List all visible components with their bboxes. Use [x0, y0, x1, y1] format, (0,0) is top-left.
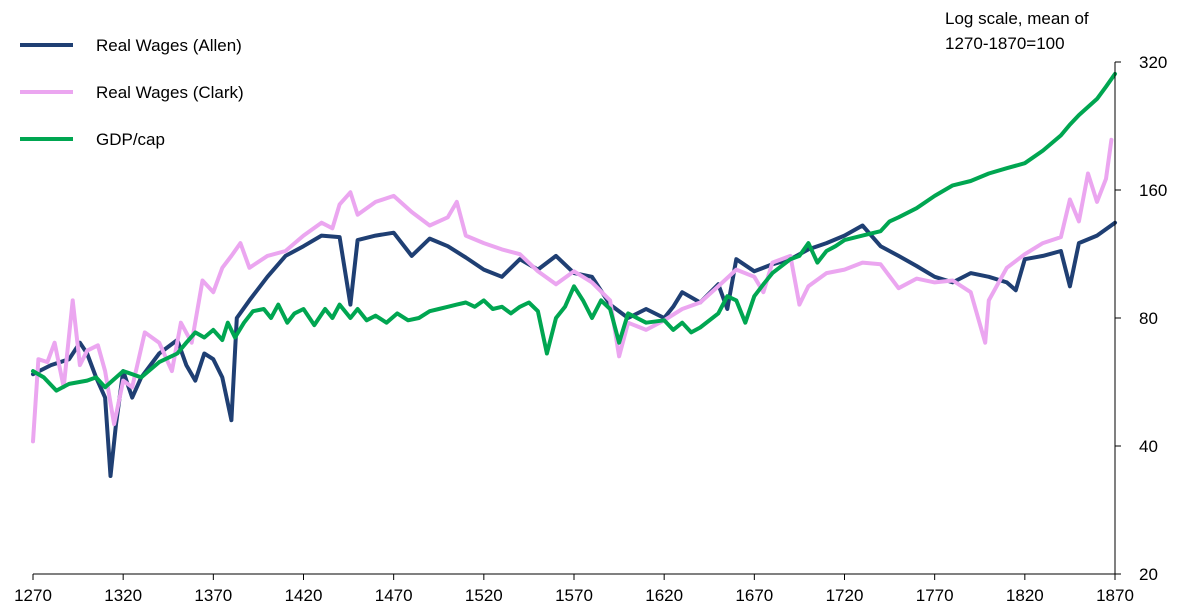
x-axis: 1270 1320 1370 1420 1470 1520 1570 1620 1670 1720…: [14, 573, 1134, 605]
legend-label: Real Wages (Allen): [96, 36, 242, 55]
legend-item-0: Real Wages (Allen): [20, 36, 242, 55]
x-tick-label: 1670: [735, 586, 773, 605]
y-tick-label: 320: [1139, 53, 1167, 72]
scale-note-line-2: 1270-1870=100: [945, 34, 1065, 53]
x-tick-label: 1370: [194, 586, 232, 605]
legend: Real Wages (Allen) Real Wages (Clark) GDP/…: [20, 36, 244, 149]
y-tick-label: 80: [1139, 309, 1158, 328]
scale-note: Log scale, mean of 1270-1870=100: [945, 9, 1089, 53]
legend-label: Real Wages (Clark): [96, 83, 244, 102]
legend-item-1: Real Wages (Clark): [20, 83, 244, 102]
plot-area: [31, 71, 1117, 478]
x-tick-label: 1420: [285, 586, 323, 605]
x-tick-label: 1570: [555, 586, 593, 605]
series-line-0: [31, 220, 1117, 478]
x-tick-label: 1270: [14, 586, 52, 605]
y-tick-label: 40: [1139, 437, 1158, 456]
y-axis: 20 40 80 160 320: [1114, 53, 1167, 584]
x-tick-label: 1770: [916, 586, 954, 605]
x-tick-label: 1720: [826, 586, 864, 605]
x-tick-label: 1320: [104, 586, 142, 605]
x-tick-label: 1870: [1096, 586, 1134, 605]
x-tick-label: 1620: [645, 586, 683, 605]
x-tick-label: 1520: [465, 586, 503, 605]
y-tick-label: 20: [1139, 565, 1158, 584]
series-line-1: [31, 137, 1114, 444]
legend-label: GDP/cap: [96, 130, 165, 149]
scale-note-line-1: Log scale, mean of: [945, 9, 1089, 28]
x-tick-label: 1820: [1006, 586, 1044, 605]
legend-item-2: GDP/cap: [20, 130, 165, 149]
series-line-2: [31, 71, 1117, 393]
y-tick-label: 160: [1139, 181, 1167, 200]
x-tick-label: 1470: [375, 586, 413, 605]
